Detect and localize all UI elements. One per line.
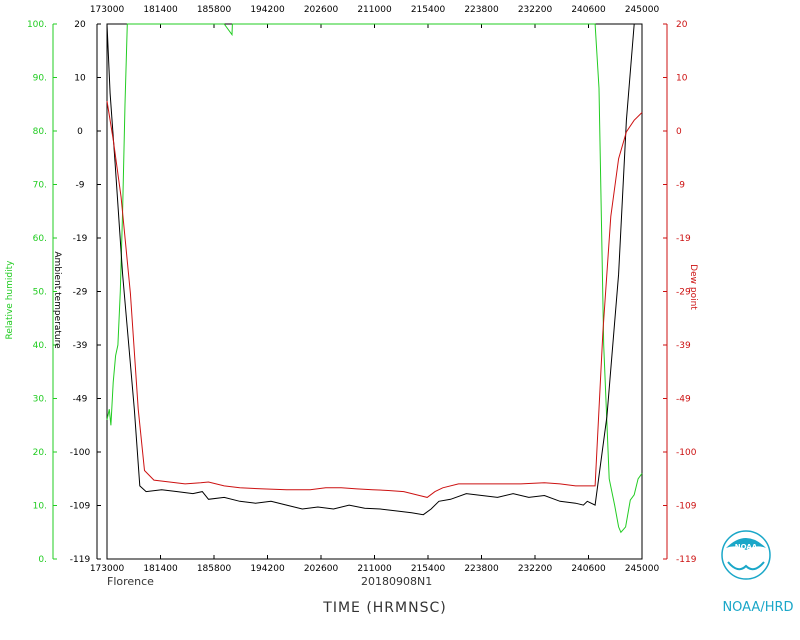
temp-tick-label: -19 [73,234,88,244]
x-tick-label-bottom: 232200 [518,564,553,574]
temp-series-line [106,23,635,516]
x-tick-label-bottom: 245000 [625,564,660,574]
flight-id: 20180908N1 [361,575,432,588]
temp-axis-label: Ambient temperature [52,251,62,349]
x-tick-label-top: 194200 [250,5,285,15]
x-tick-label-bottom: 202600 [304,564,339,574]
x-tick-label-bottom: 185800 [197,564,232,574]
storm-name: Florence [107,575,154,588]
data-series [106,23,643,534]
dew-tick-label: -39 [676,341,691,351]
dew-tick-label: -19 [676,234,691,244]
x-tick-label-top: 202600 [304,5,339,15]
x-tick-label-bottom: 240600 [571,564,606,574]
x-tick-label-bottom: 194200 [250,564,285,574]
x-tick-label-bottom: 211000 [357,564,392,574]
plot-frame [106,23,643,560]
temp-tick-label: -49 [73,395,88,405]
x-tick-label-bottom: 223800 [464,564,499,574]
dew-tick-label: 10 [676,74,688,84]
dew-axis-label: Dew point [688,264,698,310]
dew-tick-label: -119 [676,555,697,565]
x-tick-label-top: 181400 [143,5,178,15]
x-tick-label-bottom: 181400 [143,564,178,574]
dew-series-line [106,100,643,498]
x-tick-label-bottom: 173000 [90,564,125,574]
x-tick-label-top: 173000 [90,5,125,15]
rh-series-line [106,23,643,534]
rh-tick-label: 100. [27,20,47,30]
rh-axis-label: Relative humidity [5,260,15,340]
axis-ticks: 0. -119 -119 10. -109 -109 20. -100 -100 30. -49 -4… [27,5,697,574]
x-tick-label-top: 232200 [518,5,553,15]
temp-tick-label: -109 [70,502,91,512]
dew-tick-label: -29 [676,288,691,298]
dew-tick-label: -100 [676,448,697,458]
x-tick-label-top: 211000 [357,5,392,15]
x-tick-label-top: 223800 [464,5,499,15]
temp-tick-label: -39 [73,341,88,351]
temp-tick-label: -119 [70,555,91,565]
svg-text:NOAA: NOAA [735,543,758,551]
temp-tick-label: 10 [74,74,86,84]
x-tick-label-top: 185800 [197,5,232,15]
temp-tick-label: 0 [77,127,83,137]
x-tick-label-top: 245000 [625,5,660,15]
dew-tick-label: 20 [676,20,688,30]
temp-tick-label: -100 [70,448,91,458]
rh-tick-label: 90. [33,74,47,84]
rh-tick-label: 30. [33,395,47,405]
rh-tick-label: 80. [33,127,47,137]
dew-tick-label: -9 [676,181,685,191]
rh-tick-label: 20. [33,448,47,458]
temp-tick-label: -29 [73,288,88,298]
x-axis-label: TIME (HRMNSC) [322,600,446,616]
dew-tick-label: -49 [676,395,691,405]
dew-tick-label: 0 [676,127,682,137]
noaa-hrd-label: NOAA/HRD [722,600,793,615]
rh-tick-label: 40. [33,341,47,351]
dew-tick-label: -109 [676,502,697,512]
x-tick-label-top: 240600 [571,5,606,15]
x-tick-label-bottom: 215400 [411,564,446,574]
rh-tick-label: 10. [33,502,47,512]
noaa-logo: NOAA [721,530,771,580]
temp-tick-label: -9 [76,181,85,191]
temp-tick-label: 20 [74,20,86,30]
rh-tick-label: 0. [38,555,47,565]
rh-tick-label: 50. [33,288,47,298]
rh-tick-label: 60. [33,234,47,244]
x-tick-label-top: 215400 [411,5,446,15]
rh-tick-label: 70. [33,181,47,191]
